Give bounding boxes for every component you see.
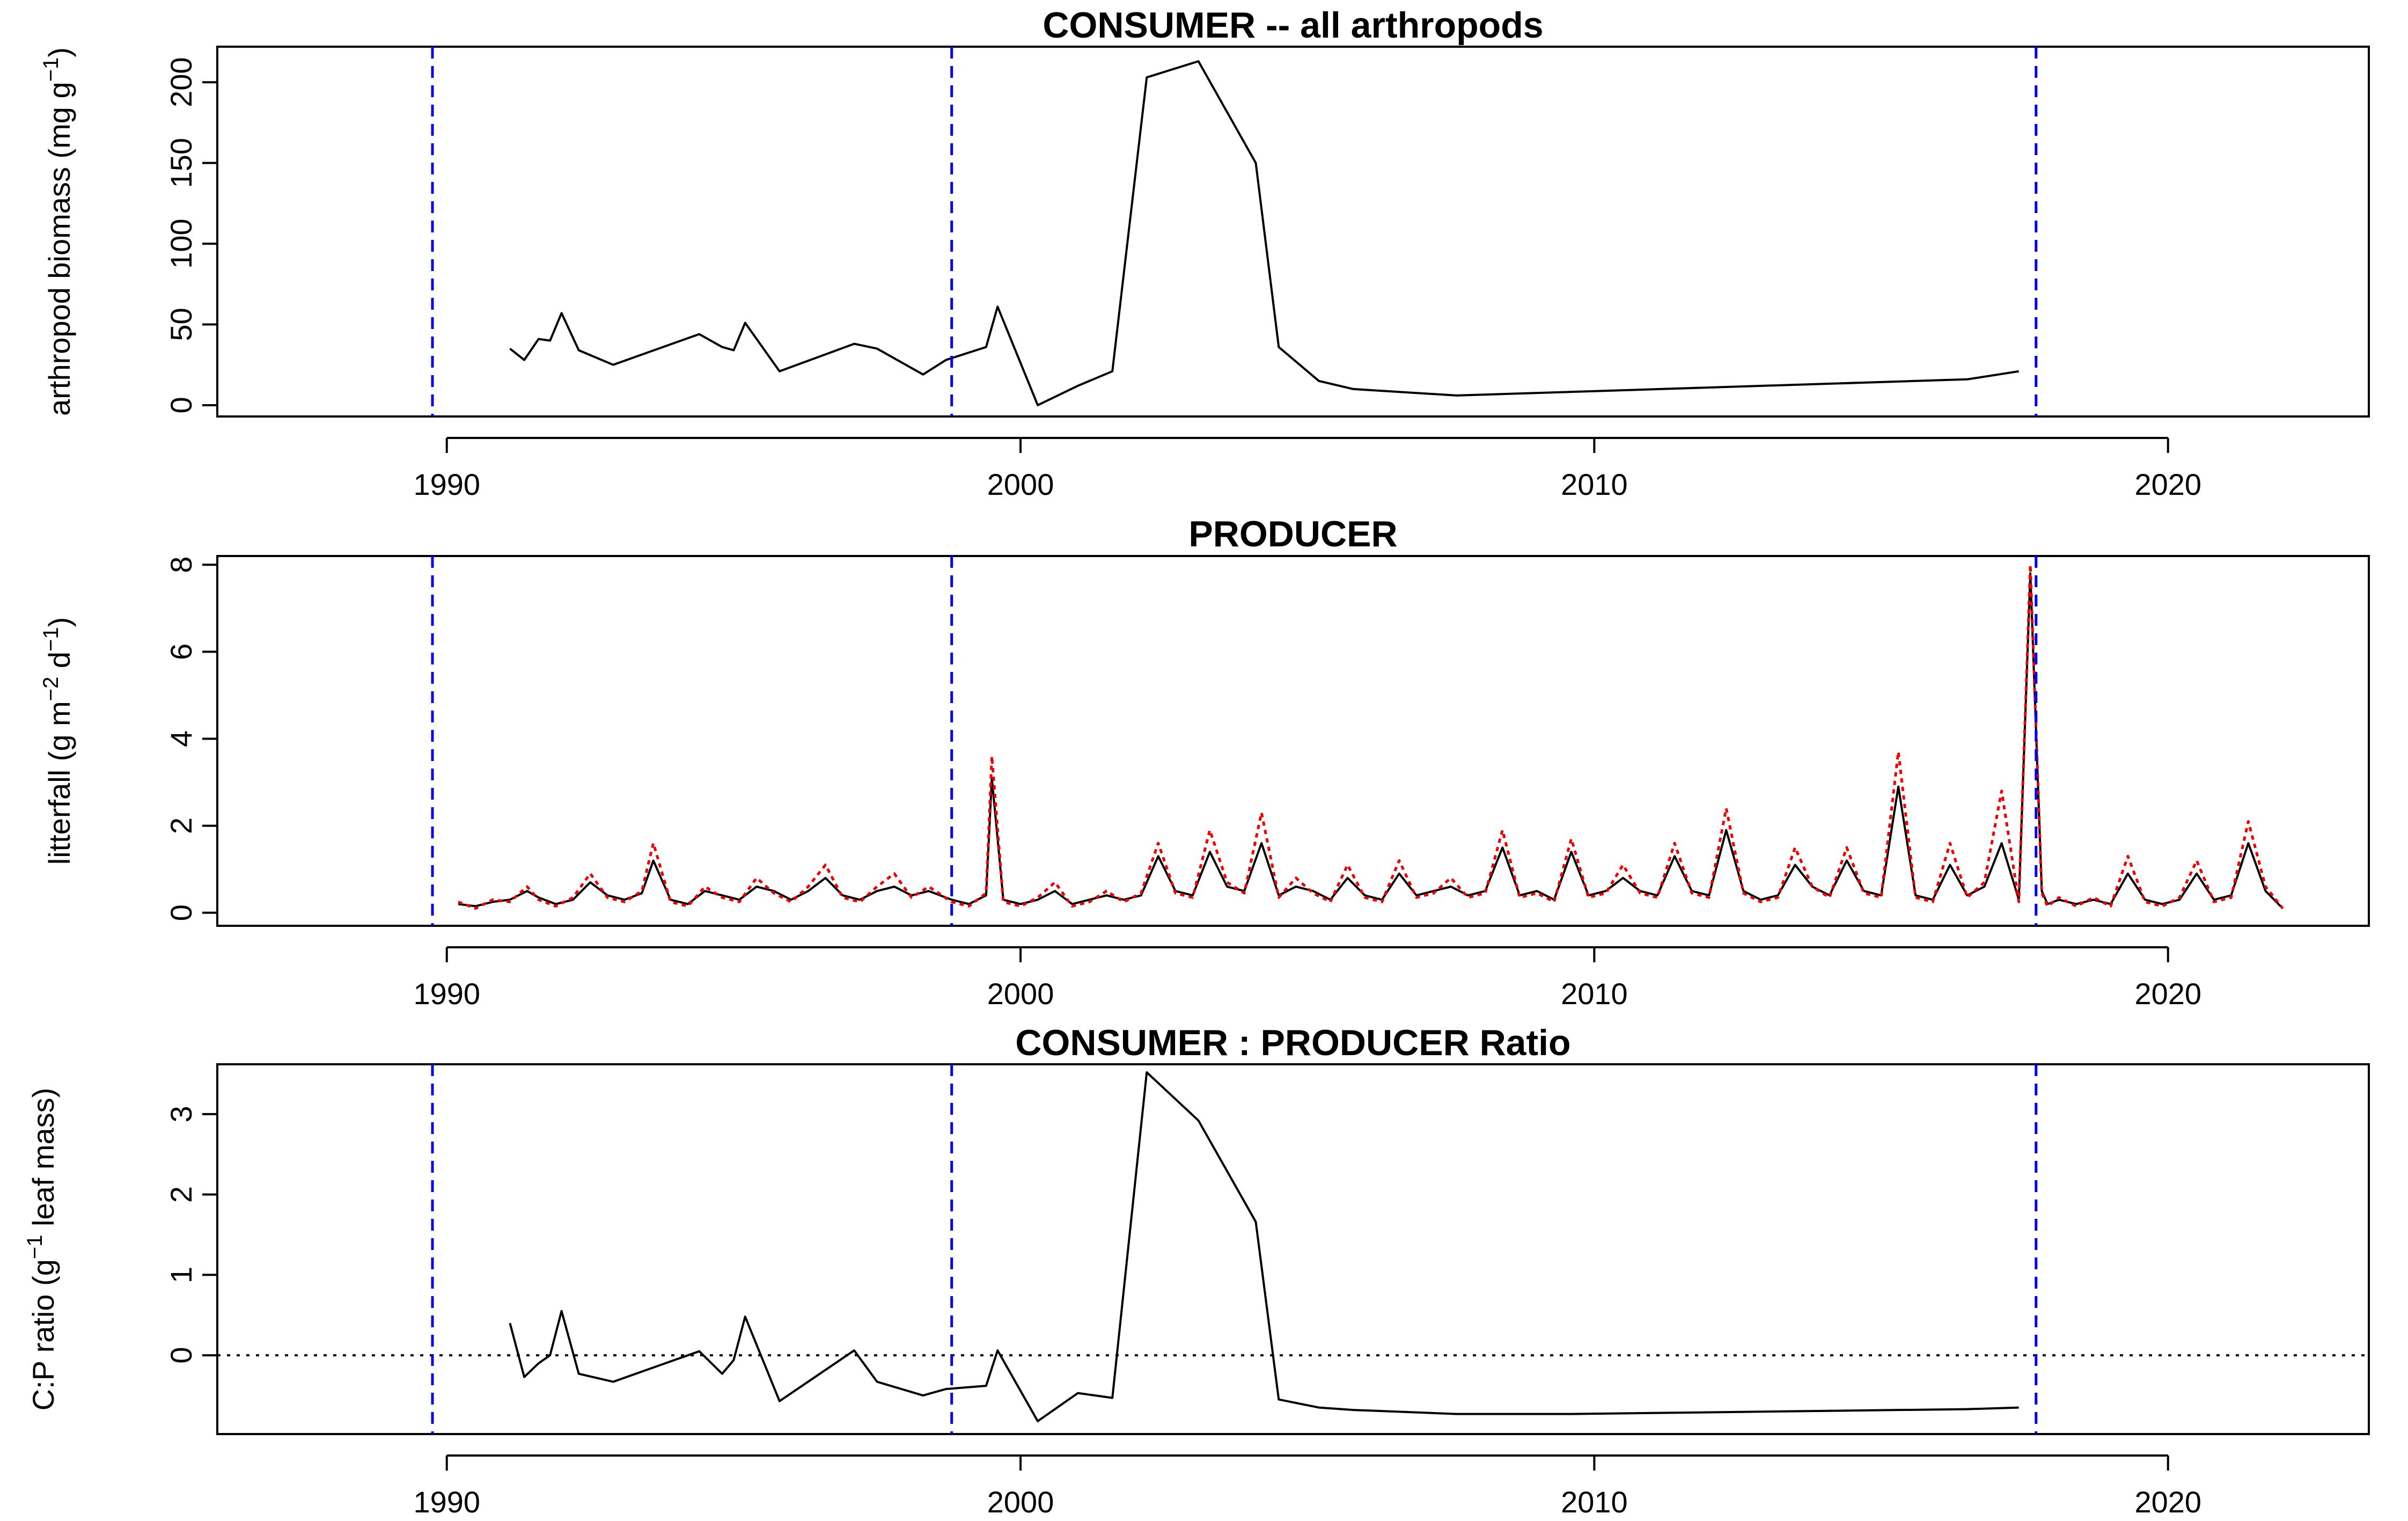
y-tick-label: 50 bbox=[164, 308, 198, 341]
y-tick-label: 2 bbox=[164, 817, 198, 834]
y-axis-label: litterfall (g m−2 d−1) bbox=[39, 617, 76, 865]
y-axis-label: C:P ratio (g−1 leaf mass) bbox=[23, 1088, 60, 1411]
x-tick-label: 2020 bbox=[2134, 1485, 2201, 1519]
x-tick-label: 1990 bbox=[413, 467, 480, 501]
x-tick-label: 1990 bbox=[413, 1485, 480, 1519]
x-tick-label: 2000 bbox=[987, 467, 1054, 501]
y-tick-label: 3 bbox=[164, 1106, 198, 1122]
series-line-1 bbox=[509, 1071, 2019, 1422]
x-tick-label: 2010 bbox=[1561, 1485, 1628, 1519]
y-tick-label: 150 bbox=[164, 138, 198, 188]
y-tick-label: 4 bbox=[164, 730, 198, 747]
plot-frame bbox=[216, 46, 2370, 418]
y-tick-label: 2 bbox=[164, 1186, 198, 1203]
x-tick-label: 2010 bbox=[1561, 977, 1628, 1011]
series-line-2 bbox=[458, 563, 2284, 910]
y-tick-label: 1 bbox=[164, 1267, 198, 1283]
panel-title: PRODUCER bbox=[1188, 514, 1397, 554]
y-tick-label: 0 bbox=[164, 904, 198, 921]
x-tick-label: 2000 bbox=[987, 1485, 1054, 1519]
y-axis-label: arthropod biomass (mg g−1) bbox=[39, 47, 76, 416]
plot-area bbox=[431, 47, 2038, 416]
plot-frame bbox=[216, 1063, 2370, 1435]
x-tick-label: 2010 bbox=[1561, 467, 1628, 501]
plot-area bbox=[431, 556, 2284, 926]
y-tick-label: 8 bbox=[164, 557, 198, 573]
y-tick-label: 0 bbox=[164, 1347, 198, 1364]
panel-title: CONSUMER -- all arthropods bbox=[1043, 5, 1543, 46]
y-tick-label: 0 bbox=[164, 397, 198, 413]
panel-1: CONSUMER -- all arthropods arthropod biom… bbox=[39, 5, 2370, 501]
y-tick-label: 100 bbox=[164, 218, 198, 268]
plot-frame bbox=[216, 555, 2370, 927]
panel-2: PRODUCER litterfall (g m−2 d−1) 0 2 4 6 8 1990 2… bbox=[39, 514, 2370, 1011]
y-tick-label: 6 bbox=[164, 644, 198, 660]
y-tick-label: 200 bbox=[164, 57, 198, 107]
panel-title: CONSUMER : PRODUCER Ratio bbox=[1015, 1022, 1570, 1063]
series-line-1 bbox=[509, 60, 2020, 406]
series-line-1 bbox=[458, 572, 2284, 910]
panel-3: CONSUMER : PRODUCER Ratio C:P ratio (g−1 … bbox=[23, 1022, 2370, 1519]
x-tick-label: 2020 bbox=[2134, 467, 2201, 501]
x-tick-label: 1990 bbox=[413, 977, 480, 1011]
x-tick-label: 2000 bbox=[987, 977, 1054, 1011]
plot-area bbox=[217, 1064, 2369, 1434]
x-tick-label: 2020 bbox=[2134, 977, 2201, 1011]
